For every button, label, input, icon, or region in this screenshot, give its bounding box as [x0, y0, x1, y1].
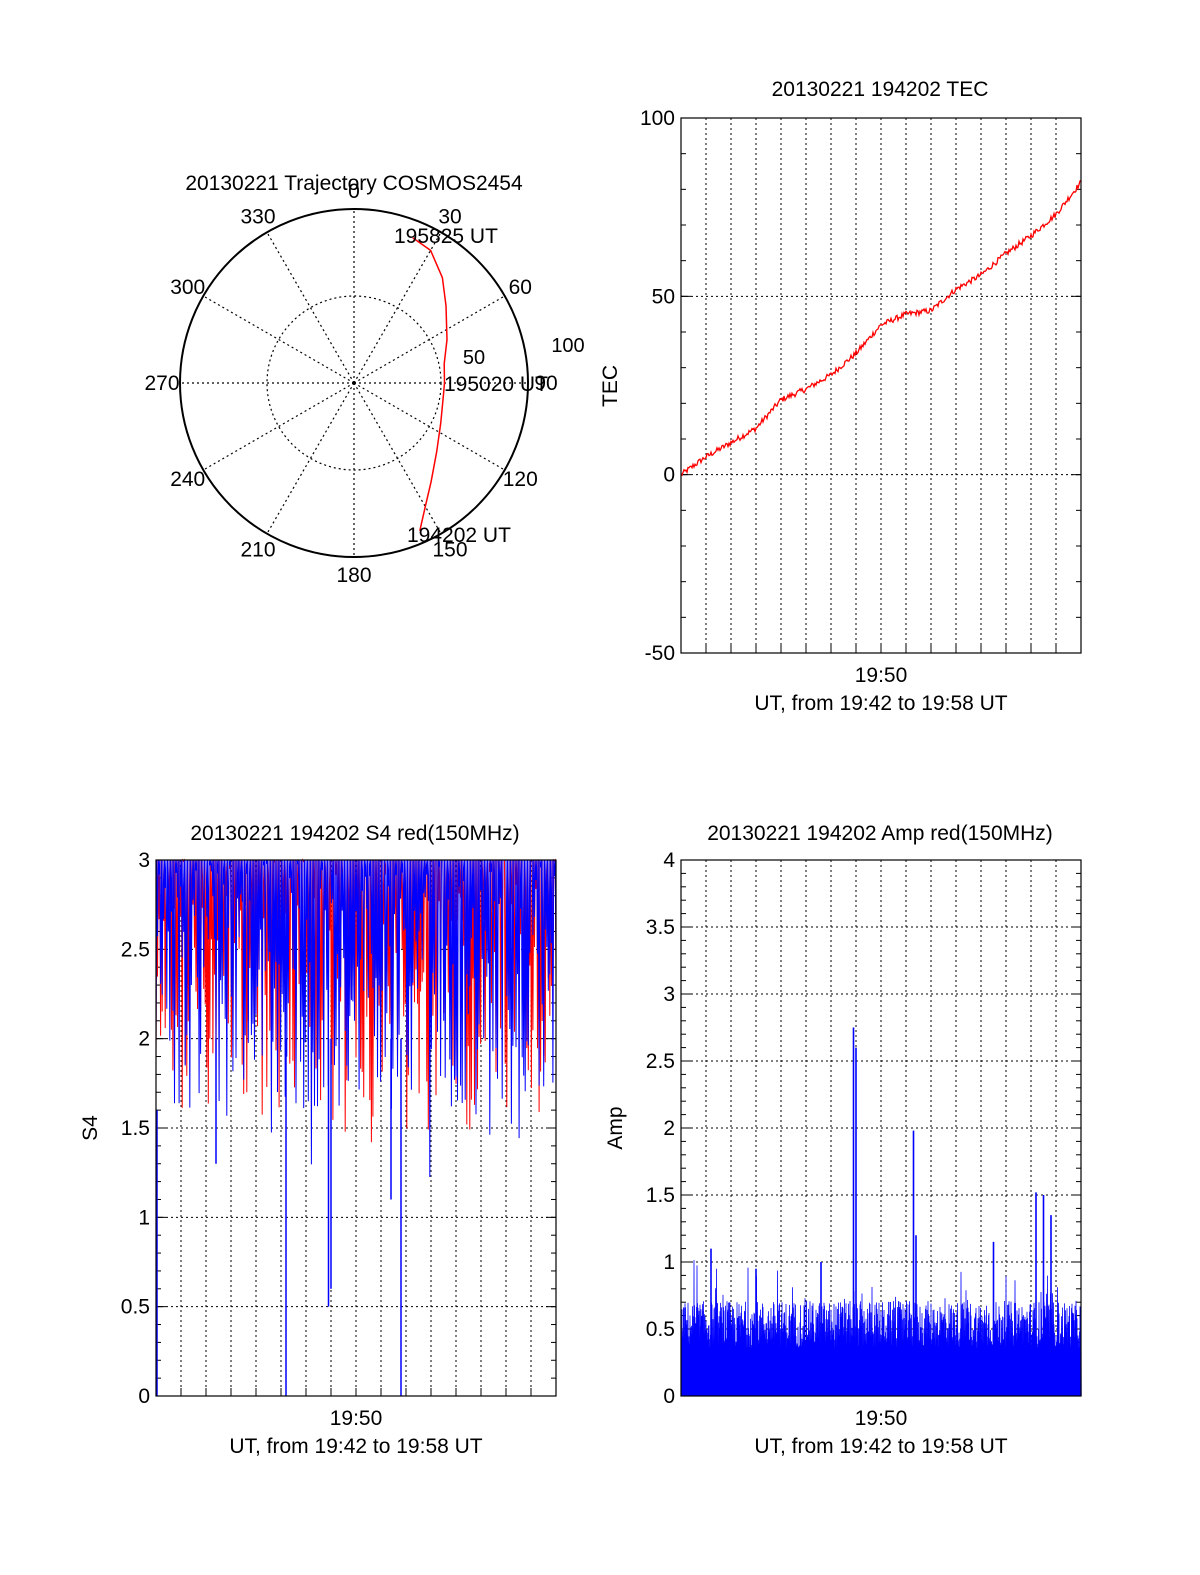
- amp-ytick-label-1.5: 1.5: [646, 1184, 675, 1207]
- s4-ytick-label-0.5: 0.5: [121, 1296, 150, 1319]
- amp-ytick-label-1: 1: [663, 1251, 675, 1274]
- amp-ytick-label-4: 4: [663, 849, 675, 872]
- polar-annotation-start: 194202 UT: [407, 524, 511, 547]
- tec-title: 20130221 194202 TEC: [772, 78, 989, 101]
- polar-annotation-end: 195825 UT: [394, 225, 498, 248]
- polar-angle-label-210: 210: [240, 538, 275, 561]
- tec-y-tick-labels: -50 0 50 100: [640, 107, 675, 665]
- polar-spoke-330: [266, 232, 355, 384]
- tec-ytick-label-100: 100: [640, 107, 675, 130]
- amp-ytick-label-2: 2: [663, 1117, 675, 1140]
- amp-ytick-label-0: 0: [663, 1385, 675, 1408]
- tec-grid: [681, 117, 1081, 654]
- polar-plot: 20130221 Trajectory COSMOS2454 0 30 60 90 12…: [144, 172, 584, 587]
- polar-spoke-240: [203, 382, 355, 471]
- tec-ytick-label-0: 0: [663, 464, 675, 487]
- polar-spoke-150: [353, 382, 442, 534]
- amp-ytick-label-2.5: 2.5: [646, 1050, 675, 1073]
- tec-ylabel: TEC: [599, 365, 622, 407]
- amp-ytick-label-3: 3: [663, 983, 675, 1006]
- polar-annotation-mid: 195020 UT: [444, 373, 548, 396]
- tec-xtick-label: 19:50: [855, 664, 908, 687]
- s4-series: [155, 858, 557, 1396]
- polar-title: 20130221 Trajectory COSMOS2454: [185, 172, 523, 195]
- s4-title: 20130221 194202 S4 red(150MHz): [190, 822, 519, 845]
- polar-radius-label-50: 50: [463, 347, 485, 369]
- s4-y-tick-labels: 0 0.5 1 1.5 2 2.5 3: [121, 849, 150, 1408]
- polar-angle-label-30: 30: [438, 206, 461, 229]
- polar-angle-label-240: 240: [170, 468, 205, 491]
- s4-plot: 20130221 194202 S4 red(150MHz) 0 0.5 1 1.5 2…: [79, 822, 557, 1458]
- polar-angle-label-300: 300: [170, 276, 205, 299]
- amp-xlabel: UT, from 19:42 to 19:58 UT: [754, 1435, 1007, 1458]
- amp-ylabel: Amp: [604, 1106, 627, 1149]
- polar-angle-label-0: 0: [348, 180, 360, 203]
- s4-ylabel: S4: [79, 1115, 102, 1141]
- amp-axes-frame: [680, 859, 1082, 1397]
- polar-spoke-210: [266, 382, 355, 534]
- s4-ytick-label-1.5: 1.5: [121, 1117, 150, 1140]
- polar-outer-circle: [179, 208, 529, 558]
- polar-angle-label-120: 120: [503, 468, 538, 491]
- polar-angle-label-330: 330: [240, 206, 275, 229]
- tec-series-line: [680, 179, 1082, 477]
- tec-axes-frame: [680, 117, 1082, 654]
- polar-trajectory-line: [412, 237, 448, 531]
- polar-angle-label-180: 180: [336, 564, 371, 587]
- polar-spoke-60: [353, 295, 505, 384]
- s4-ytick-label-1: 1: [138, 1206, 150, 1229]
- tec-xlabel: UT, from 19:42 to 19:58 UT: [754, 692, 1007, 715]
- polar-radius-label-100: 100: [551, 335, 584, 357]
- tec-ytick-label-50: 50: [652, 285, 675, 308]
- amp-xtick-label: 19:50: [855, 1407, 908, 1430]
- polar-angle-label-60: 60: [509, 276, 532, 299]
- s4-ytick-label-2.5: 2.5: [121, 938, 150, 961]
- s4-blue-series-line: [155, 859, 557, 1178]
- s4-ytick-label-3: 3: [138, 849, 150, 872]
- polar-angle-label-90: 90: [534, 372, 557, 395]
- amp-series: [680, 1027, 1082, 1397]
- polar-spoke-120: [353, 382, 505, 471]
- amp-ytick-label-3.5: 3.5: [646, 916, 675, 939]
- polar-angle-label-270: 270: [144, 372, 179, 395]
- s4-xlabel: UT, from 19:42 to 19:58 UT: [229, 1435, 482, 1458]
- s4-ytick-label-0: 0: [138, 1385, 150, 1408]
- polar-angle-label-150: 150: [432, 538, 467, 561]
- amp-title: 20130221 194202 Amp red(150MHz): [707, 822, 1053, 845]
- polar-spoke-300: [203, 295, 355, 384]
- amp-plot: 20130221 194202 Amp red(150MHz) 0 0.5 1 1.5…: [604, 822, 1082, 1458]
- amp-y-tick-labels: 0 0.5 1 1.5 2 2.5 3 3.5 4: [646, 849, 676, 1408]
- polar-spoke-30: [353, 232, 442, 384]
- s4-axes-frame: [155, 859, 557, 1397]
- polar-angle-labels: 0 30 60 90 120 150 180 210 240 270 300 330: [144, 180, 557, 587]
- amp-ytick-label-0.5: 0.5: [646, 1318, 675, 1341]
- polar-grid: [180, 209, 528, 557]
- s4-xtick-label: 19:50: [330, 1407, 383, 1430]
- s4-ytick-label-2: 2: [138, 1028, 150, 1051]
- tec-ytick-label--50: -50: [645, 642, 675, 665]
